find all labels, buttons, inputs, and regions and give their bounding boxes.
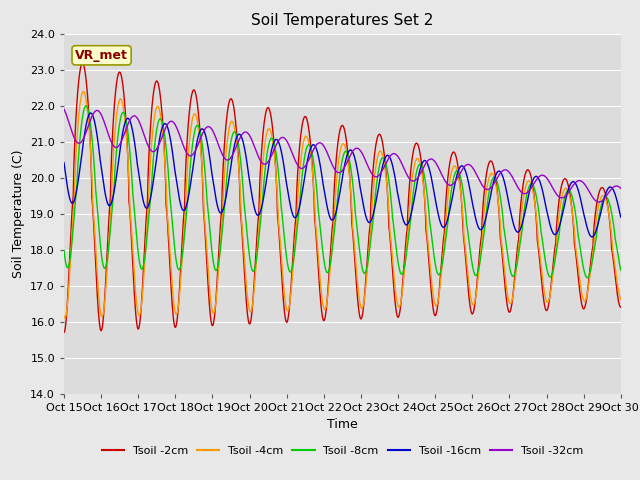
- Text: VR_met: VR_met: [75, 49, 128, 62]
- Legend: Tsoil -2cm, Tsoil -4cm, Tsoil -8cm, Tsoil -16cm, Tsoil -32cm: Tsoil -2cm, Tsoil -4cm, Tsoil -8cm, Tsoi…: [97, 441, 588, 460]
- Y-axis label: Soil Temperature (C): Soil Temperature (C): [12, 149, 24, 278]
- Title: Soil Temperatures Set 2: Soil Temperatures Set 2: [252, 13, 433, 28]
- X-axis label: Time: Time: [327, 418, 358, 431]
